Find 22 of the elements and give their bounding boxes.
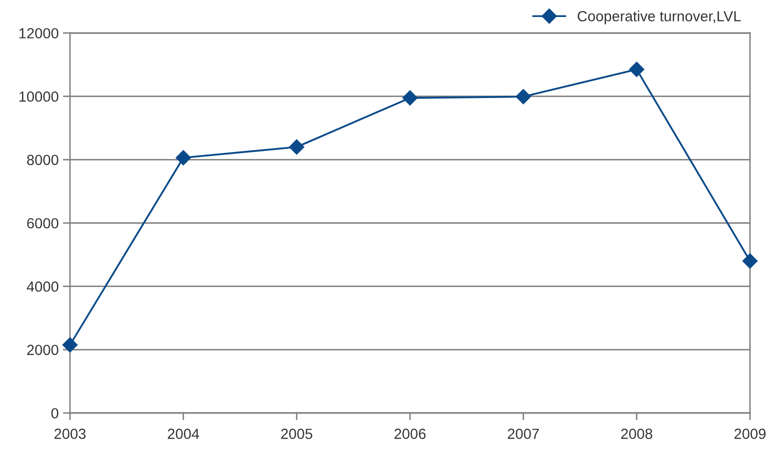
x-tick-label: 2006 (394, 428, 426, 439)
y-tick-label: 12000 (19, 28, 58, 38)
point (176, 150, 191, 166)
point (402, 90, 418, 106)
x-tick-label: 2005 (281, 428, 312, 439)
y-tick-label: 10000 (19, 91, 58, 102)
x-tick-label: 2004 (168, 428, 200, 439)
point (742, 253, 758, 269)
point (62, 337, 78, 352)
x-tick-label: 2009 (734, 428, 766, 439)
y-tick-label: 4000 (26, 281, 58, 292)
point (516, 89, 531, 104)
x-tick-label: 2003 (54, 428, 86, 439)
x-tick-label: 2007 (508, 428, 539, 439)
x-tick-label: 2008 (621, 428, 652, 439)
y-tick-label: 2000 (27, 344, 58, 356)
legend-label: Cooperative turnover,LVL (578, 10, 741, 24)
y-tick-label: 0 (51, 408, 58, 418)
y-tick-label: 8000 (27, 154, 58, 166)
point (629, 62, 644, 77)
point (289, 139, 304, 155)
y-tick-label: 6000 (27, 218, 58, 228)
